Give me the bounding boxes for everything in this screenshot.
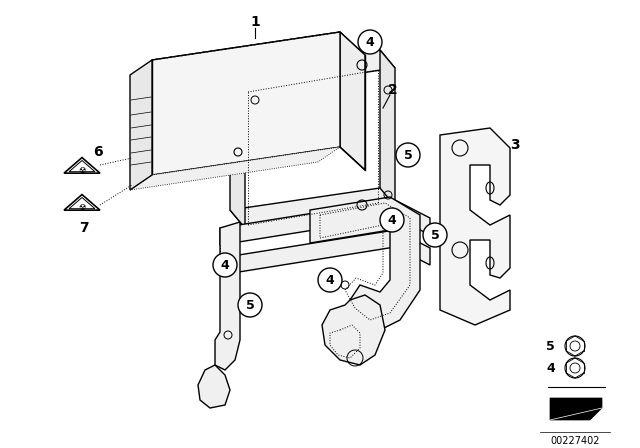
Polygon shape (215, 222, 240, 370)
Circle shape (318, 268, 342, 292)
Text: 4: 4 (221, 258, 229, 271)
Text: 5: 5 (246, 298, 254, 311)
Text: 4: 4 (326, 273, 334, 287)
Polygon shape (322, 295, 385, 365)
Text: 5: 5 (547, 340, 555, 353)
Polygon shape (130, 147, 340, 190)
Polygon shape (340, 32, 365, 170)
Text: 5: 5 (404, 148, 412, 161)
Polygon shape (220, 230, 430, 275)
Text: 2: 2 (388, 83, 398, 97)
Text: 00227402: 00227402 (550, 436, 600, 446)
Polygon shape (198, 365, 230, 408)
Polygon shape (230, 72, 245, 228)
Circle shape (423, 223, 447, 247)
Polygon shape (64, 158, 100, 173)
Polygon shape (380, 50, 395, 225)
Text: 6: 6 (93, 145, 103, 159)
Polygon shape (230, 188, 395, 228)
Polygon shape (220, 200, 430, 245)
Text: 3: 3 (510, 138, 520, 152)
Text: 1: 1 (250, 15, 260, 29)
Text: 7: 7 (79, 221, 89, 235)
Polygon shape (310, 197, 420, 330)
Polygon shape (230, 50, 395, 90)
Polygon shape (64, 194, 100, 210)
Circle shape (565, 358, 585, 378)
Circle shape (396, 143, 420, 167)
Polygon shape (152, 32, 340, 175)
Circle shape (565, 336, 585, 356)
Text: ☢: ☢ (78, 202, 86, 211)
Text: ☢: ☢ (78, 165, 86, 175)
Text: 4: 4 (388, 214, 396, 227)
Circle shape (213, 253, 237, 277)
Circle shape (380, 208, 404, 232)
Polygon shape (152, 32, 365, 83)
Text: 4: 4 (365, 35, 374, 48)
Text: 5: 5 (431, 228, 440, 241)
Polygon shape (440, 128, 510, 325)
Circle shape (358, 30, 382, 54)
Polygon shape (130, 60, 152, 190)
Text: 4: 4 (547, 362, 555, 375)
Circle shape (238, 293, 262, 317)
Polygon shape (550, 398, 602, 420)
